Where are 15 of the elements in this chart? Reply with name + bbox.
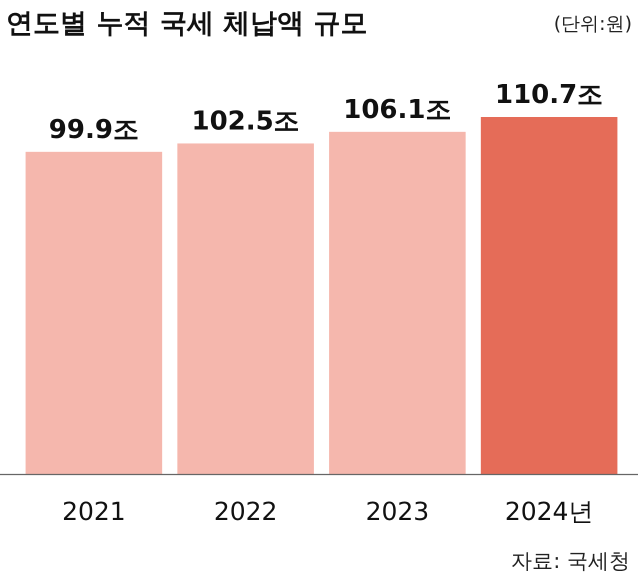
- chart-subtitle: (단위:원): [554, 13, 632, 35]
- data-label: 106.1조: [343, 94, 452, 125]
- x-tick-label: 2023: [366, 497, 430, 526]
- x-tick-label: 2024년: [504, 497, 594, 526]
- bar: [26, 152, 162, 474]
- data-label: 102.5조: [192, 106, 300, 136]
- bar: [329, 132, 466, 474]
- text: 자료: 국세청: [511, 549, 630, 573]
- data-label: 110.7조: [495, 80, 604, 110]
- x-tick-label: 2021: [62, 497, 126, 526]
- bar: [480, 117, 618, 474]
- bar: [177, 143, 314, 474]
- data-label: 99.9조: [48, 114, 139, 145]
- x-tick-label: 2022: [214, 497, 278, 526]
- chart-title: 연도별 누적 국세 체납액 규모: [6, 8, 368, 39]
